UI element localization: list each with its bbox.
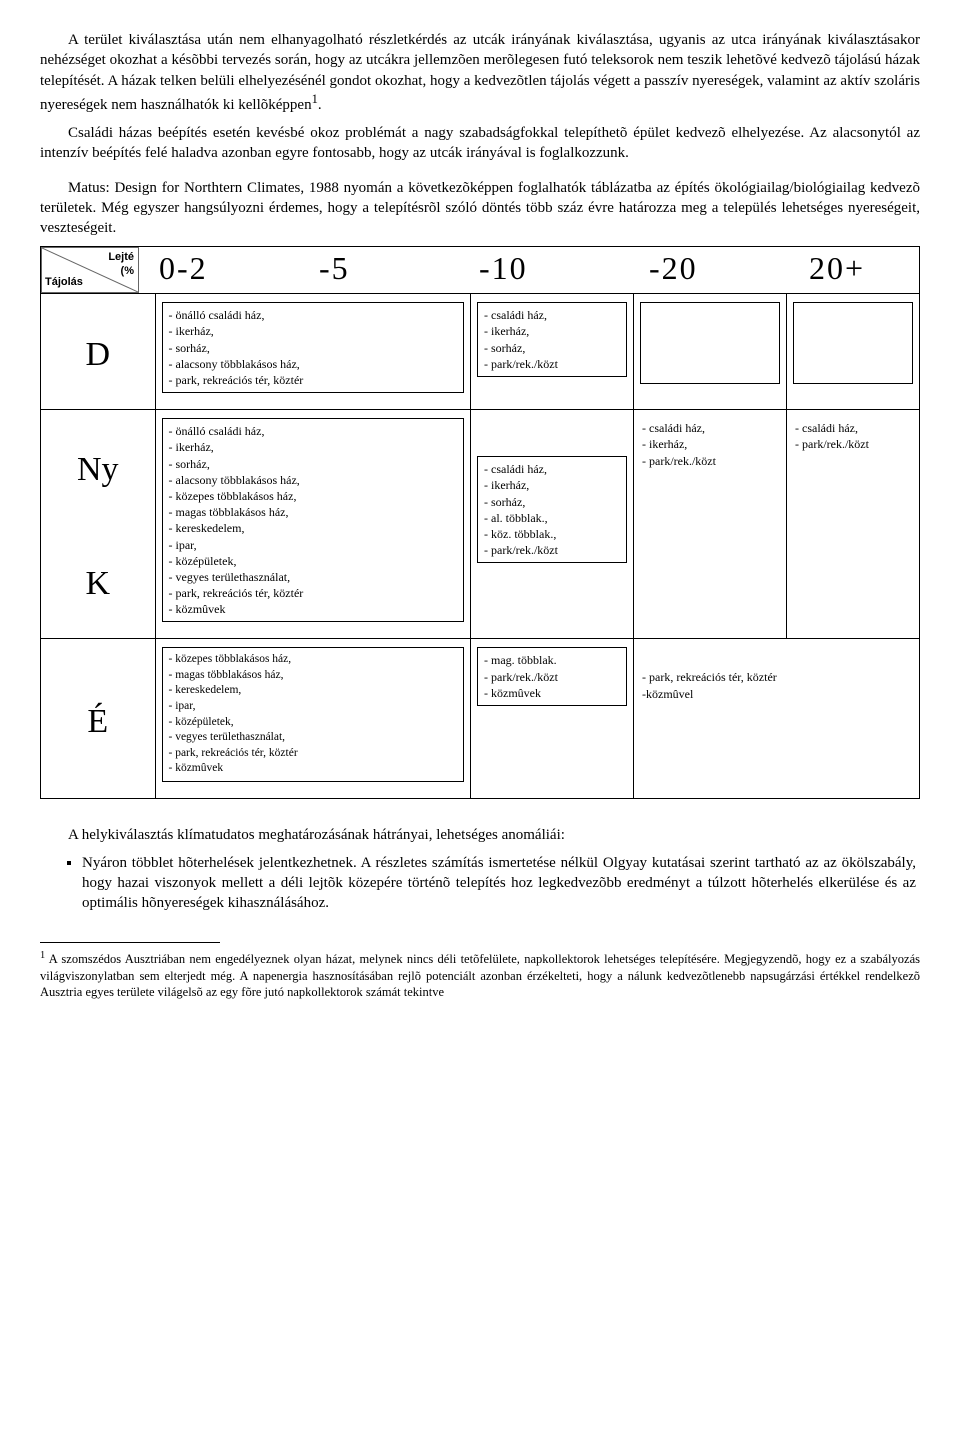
paragraph-3: Matus: Design for Northtern Climates, 19… (40, 178, 920, 239)
cell-d-20-empty (640, 302, 780, 384)
footnote-rule (40, 942, 220, 943)
cell-nyk-20p: - családi ház, - park/rek./közt (793, 416, 913, 456)
footnote-text: A szomszédos Ausztriában nem engedélyezn… (40, 952, 920, 1000)
row-label-e: É (41, 639, 156, 798)
cell-nyk-20: - családi ház, - ikerház, - park/rek./kö… (640, 416, 780, 473)
cell-e-0-5: - közepes többlakásos ház, - magas többl… (162, 647, 465, 781)
cell-d-10: - családi ház, - ikerház, - sorház, - pa… (477, 302, 627, 377)
slope-20plus: 20+ (809, 247, 865, 290)
text: A terület kiválasztása után nem elhanyag… (40, 32, 920, 113)
corner-bottom-label: Tájolás (45, 275, 83, 290)
slope-0-2: 0-2 (159, 247, 309, 290)
slope-20: -20 (649, 247, 799, 290)
slope-header-row: 0-2 -5 -10 -20 20+ (159, 247, 919, 290)
after-table-title: A helykiválasztás klímatudatos meghatáro… (40, 825, 920, 845)
paragraph-2: Családi házas beépítés esetén kevésbé ok… (40, 123, 920, 164)
row-label-ny: Ny (41, 410, 156, 525)
slope-orientation-table: Lejté (% Tájolás 0-2 -5 -10 -20 20+ D - … (40, 246, 920, 798)
corner-top-label: Lejté (108, 250, 134, 265)
cell-e-10: - mag. többlak. - park/rek./közt - közmû… (477, 647, 627, 706)
corner-header: Lejté (% Tájolás (41, 247, 139, 293)
cell-nyk-10: - családi ház, - ikerház, - sorház, - al… (477, 456, 627, 563)
corner-pct-label: (% (121, 264, 134, 279)
slope-10: -10 (479, 247, 639, 290)
cell-e-20: - park, rekreációs tér, köztér -közmûvel (640, 645, 913, 705)
row-label-d: D (41, 294, 156, 410)
footnote-1: 1 A szomszédos Ausztriában nem engedélye… (40, 949, 920, 1002)
paragraph-1: A terület kiválasztása után nem elhanyag… (40, 30, 920, 115)
slope-5: -5 (319, 247, 469, 290)
bullet-item: Nyáron többlet hõterhelések jelentkezhet… (82, 853, 920, 914)
text: . (318, 97, 322, 113)
cell-d-20p-empty (793, 302, 913, 384)
cell-nyk-0-5: - önálló családi ház, - ikerház, - sorhá… (162, 418, 465, 622)
row-label-k: K (41, 524, 156, 639)
cell-d-0-5: - önálló családi ház, - ikerház, - sorhá… (162, 302, 465, 393)
